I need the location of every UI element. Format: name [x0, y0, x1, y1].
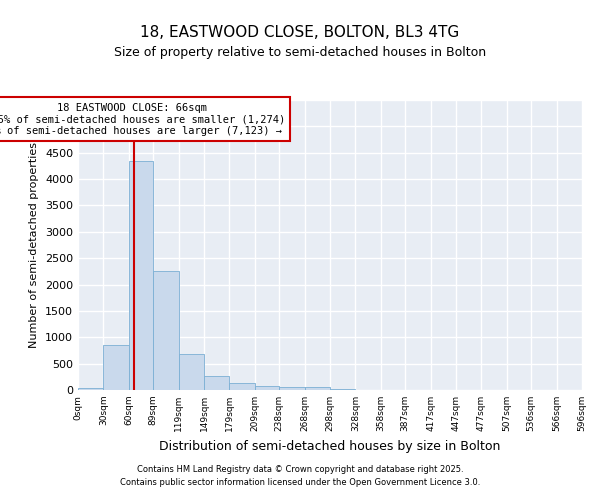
Text: 18 EASTWOOD CLOSE: 66sqm
← 15% of semi-detached houses are smaller (1,274)
84% o: 18 EASTWOOD CLOSE: 66sqm ← 15% of semi-d…: [0, 102, 285, 136]
Text: Contains public sector information licensed under the Open Government Licence 3.: Contains public sector information licen…: [120, 478, 480, 487]
Y-axis label: Number of semi-detached properties: Number of semi-detached properties: [29, 142, 40, 348]
Bar: [179, 354, 204, 390]
Text: Size of property relative to semi-detached houses in Bolton: Size of property relative to semi-detach…: [114, 46, 486, 59]
Bar: [153, 272, 179, 390]
Bar: [103, 345, 129, 390]
Bar: [279, 387, 305, 390]
Bar: [129, 160, 153, 390]
X-axis label: Distribution of semi-detached houses by size in Bolton: Distribution of semi-detached houses by …: [160, 440, 500, 452]
Text: Contains HM Land Registry data © Crown copyright and database right 2025.: Contains HM Land Registry data © Crown c…: [137, 466, 463, 474]
Bar: [204, 376, 229, 390]
Bar: [229, 383, 255, 390]
Bar: [78, 388, 103, 390]
Bar: [255, 386, 279, 390]
Text: 18, EASTWOOD CLOSE, BOLTON, BL3 4TG: 18, EASTWOOD CLOSE, BOLTON, BL3 4TG: [140, 25, 460, 40]
Bar: [305, 388, 330, 390]
